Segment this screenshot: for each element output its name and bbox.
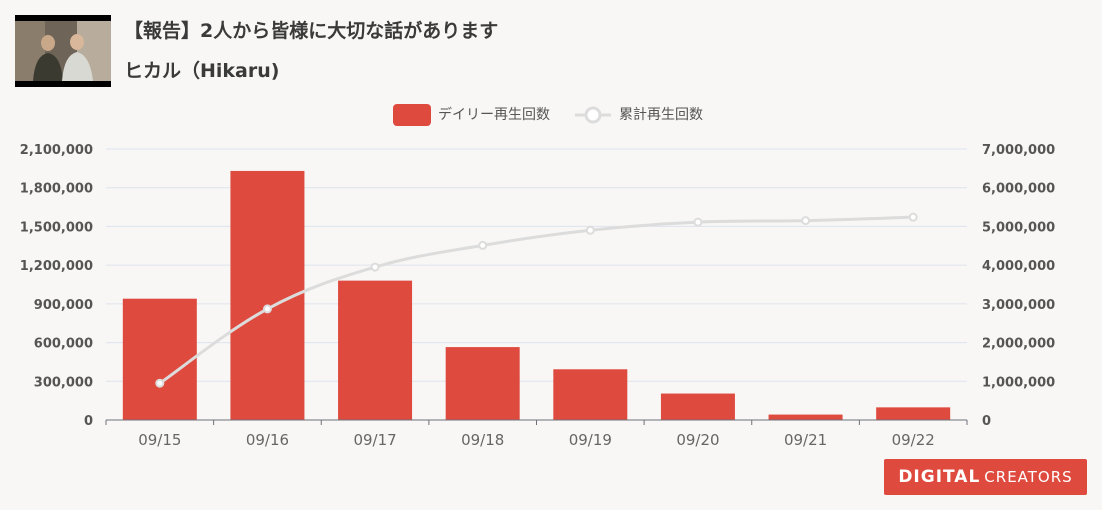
right-tick-label: 6,000,000 [982, 182, 1055, 197]
left-tick-label: 0 [84, 414, 93, 429]
video-thumbnail[interactable] [15, 15, 111, 87]
cumulative-point-09-15[interactable] [155, 378, 165, 388]
x-tick-label: 09/15 [138, 431, 181, 449]
video-title: 【報告】2人から皆様に大切な話があります [124, 20, 499, 42]
right-tick-label: 4,000,000 [982, 259, 1055, 274]
legend-item-daily[interactable]: デイリー再生回数 [393, 104, 550, 126]
cumulative-point-09-22[interactable] [908, 212, 918, 222]
bar-09-20[interactable] [660, 393, 735, 420]
legend-swatch-cumulative-dot [584, 106, 602, 124]
legend-label-cumulative: 累計再生回数 [619, 107, 703, 123]
channel-name: ヒカル（Hikaru) [124, 60, 280, 82]
brand-text-light: CREATORS [984, 468, 1073, 486]
legend: デイリー再生回数 累計再生回数 [393, 104, 703, 126]
x-axis: 09/15 09/16 09/17 09/18 09/19 09/20 09/21 09/22 [105, 419, 968, 449]
legend-label-daily: デイリー再生回数 [438, 106, 550, 123]
bar-09-17[interactable] [338, 280, 413, 420]
x-tick-label: 09/20 [676, 431, 719, 449]
cumulative-point-09-17[interactable] [370, 262, 380, 272]
cumulative-point-09-19[interactable] [585, 225, 595, 235]
x-tick-label: 09/18 [461, 431, 504, 449]
right-tick-label: 2,000,000 [982, 337, 1055, 352]
left-tick-label: 600,000 [34, 337, 93, 352]
left-tick-label: 1,200,000 [20, 259, 93, 274]
left-tick-label: 900,000 [34, 298, 93, 313]
left-tick-label: 2,100,000 [20, 143, 93, 158]
cumulative-point-09-20[interactable] [693, 217, 703, 227]
left-tick-label: 1,500,000 [20, 220, 93, 235]
right-tick-label: 0 [982, 414, 991, 429]
right-tick-label: 3,000,000 [982, 298, 1055, 313]
right-tick-label: 5,000,000 [982, 220, 1055, 235]
brand-text-bold: DIGITAL [898, 467, 981, 487]
left-tick-label: 300,000 [34, 375, 93, 390]
digital-creators-logo[interactable]: DIGITAL CREATORS [884, 459, 1087, 495]
bar-09-22[interactable] [876, 407, 951, 420]
cumulative-point-09-16[interactable] [262, 304, 272, 314]
bar-09-15[interactable] [122, 298, 197, 420]
x-tick-label: 09/17 [353, 431, 396, 449]
right-tick-label: 7,000,000 [982, 143, 1055, 158]
bar-09-19[interactable] [553, 369, 628, 420]
cumulative-point-09-21[interactable] [801, 216, 811, 226]
thumbnail-image [15, 15, 111, 87]
bar-09-21[interactable] [768, 414, 843, 420]
right-axis-ticks: 0 1,000,000 2,000,000 3,000,000 4,000,000 5,0… [982, 143, 1055, 429]
legend-item-cumulative[interactable]: 累計再生回数 [575, 106, 703, 124]
x-tick-label: 09/16 [246, 431, 289, 449]
left-tick-label: 1,800,000 [20, 182, 93, 197]
x-tick-label: 09/21 [784, 431, 827, 449]
cumulative-line [155, 212, 918, 388]
cumulative-point-09-18[interactable] [478, 240, 488, 250]
x-tick-label: 09/19 [569, 431, 612, 449]
left-axis-ticks: 0 300,000 600,000 900,000 1,200,000 1,500,000… [20, 143, 93, 429]
right-tick-label: 1,000,000 [982, 375, 1055, 390]
x-tick-label: 09/22 [892, 431, 935, 449]
daily-bars [122, 170, 951, 420]
bar-09-18[interactable] [445, 347, 520, 420]
legend-swatch-daily [393, 104, 431, 126]
